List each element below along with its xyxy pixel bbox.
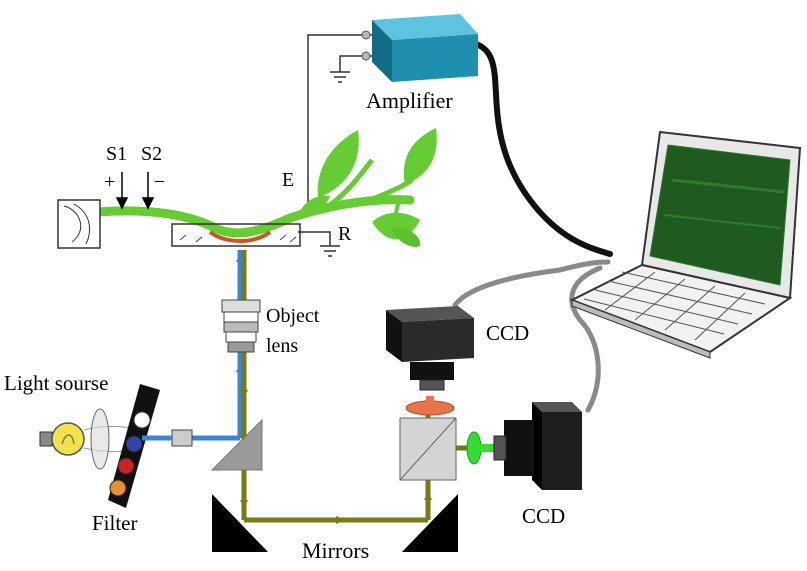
top-ccd-cable	[452, 259, 611, 308]
object-lens-label-line1: Object	[266, 305, 320, 327]
s2-label: S2	[141, 143, 162, 165]
ccd-top-label: CCD	[486, 321, 529, 345]
collimator	[171, 429, 193, 447]
filter-label: Filter	[92, 511, 138, 535]
amplifier-connector-top	[361, 30, 371, 40]
green-emission-filter	[466, 431, 498, 465]
mirrors-label: Mirrors	[302, 538, 369, 563]
red-emission-filter	[405, 396, 455, 416]
amplifier-ground-wire	[339, 55, 372, 72]
light-source-label: Light sourse	[4, 371, 108, 395]
s1-label: S1	[106, 143, 127, 165]
beam-splitter	[399, 417, 457, 481]
leaf-5	[300, 195, 330, 213]
r-ground-symbol	[320, 245, 340, 257]
ccd-camera-right	[493, 402, 582, 490]
light-source-bulb	[39, 422, 85, 456]
electrode-e-label: E	[282, 169, 294, 191]
sample-chamber	[171, 223, 301, 247]
leaf-2	[403, 128, 437, 185]
minus-sign: −	[154, 171, 165, 193]
mirror-right	[402, 494, 458, 552]
laptop	[569, 130, 802, 359]
plant	[93, 128, 437, 247]
amplifier-laptop-cable	[465, 39, 613, 257]
electrode-r-wire	[298, 231, 331, 246]
leaf-holder	[57, 199, 101, 249]
leaf-4	[392, 227, 421, 247]
ccd-bottom-label: CCD	[522, 504, 565, 528]
cables	[298, 34, 613, 413]
filter-wheel	[108, 384, 160, 508]
amplifier-label: Amplifier	[366, 88, 453, 113]
amplifier-connector-bottom	[361, 51, 371, 61]
mirror-left	[212, 494, 268, 552]
electrode-r-label: R	[338, 223, 352, 245]
amplifier-ground-symbol	[330, 71, 350, 83]
condenser-lens	[90, 408, 110, 470]
plus-sign: +	[104, 171, 115, 193]
leaf-1	[317, 130, 359, 198]
plant-stem	[93, 195, 415, 238]
object-lens-label-line2: lens	[266, 335, 298, 357]
right-ccd-cable	[569, 265, 603, 413]
electrode-e-wire	[307, 34, 372, 215]
object-lens	[221, 299, 261, 353]
stimulus-arrows	[115, 172, 155, 210]
amplifier	[361, 14, 478, 82]
dichroic-mirror	[210, 418, 263, 471]
ccd-camera-top	[386, 306, 474, 391]
